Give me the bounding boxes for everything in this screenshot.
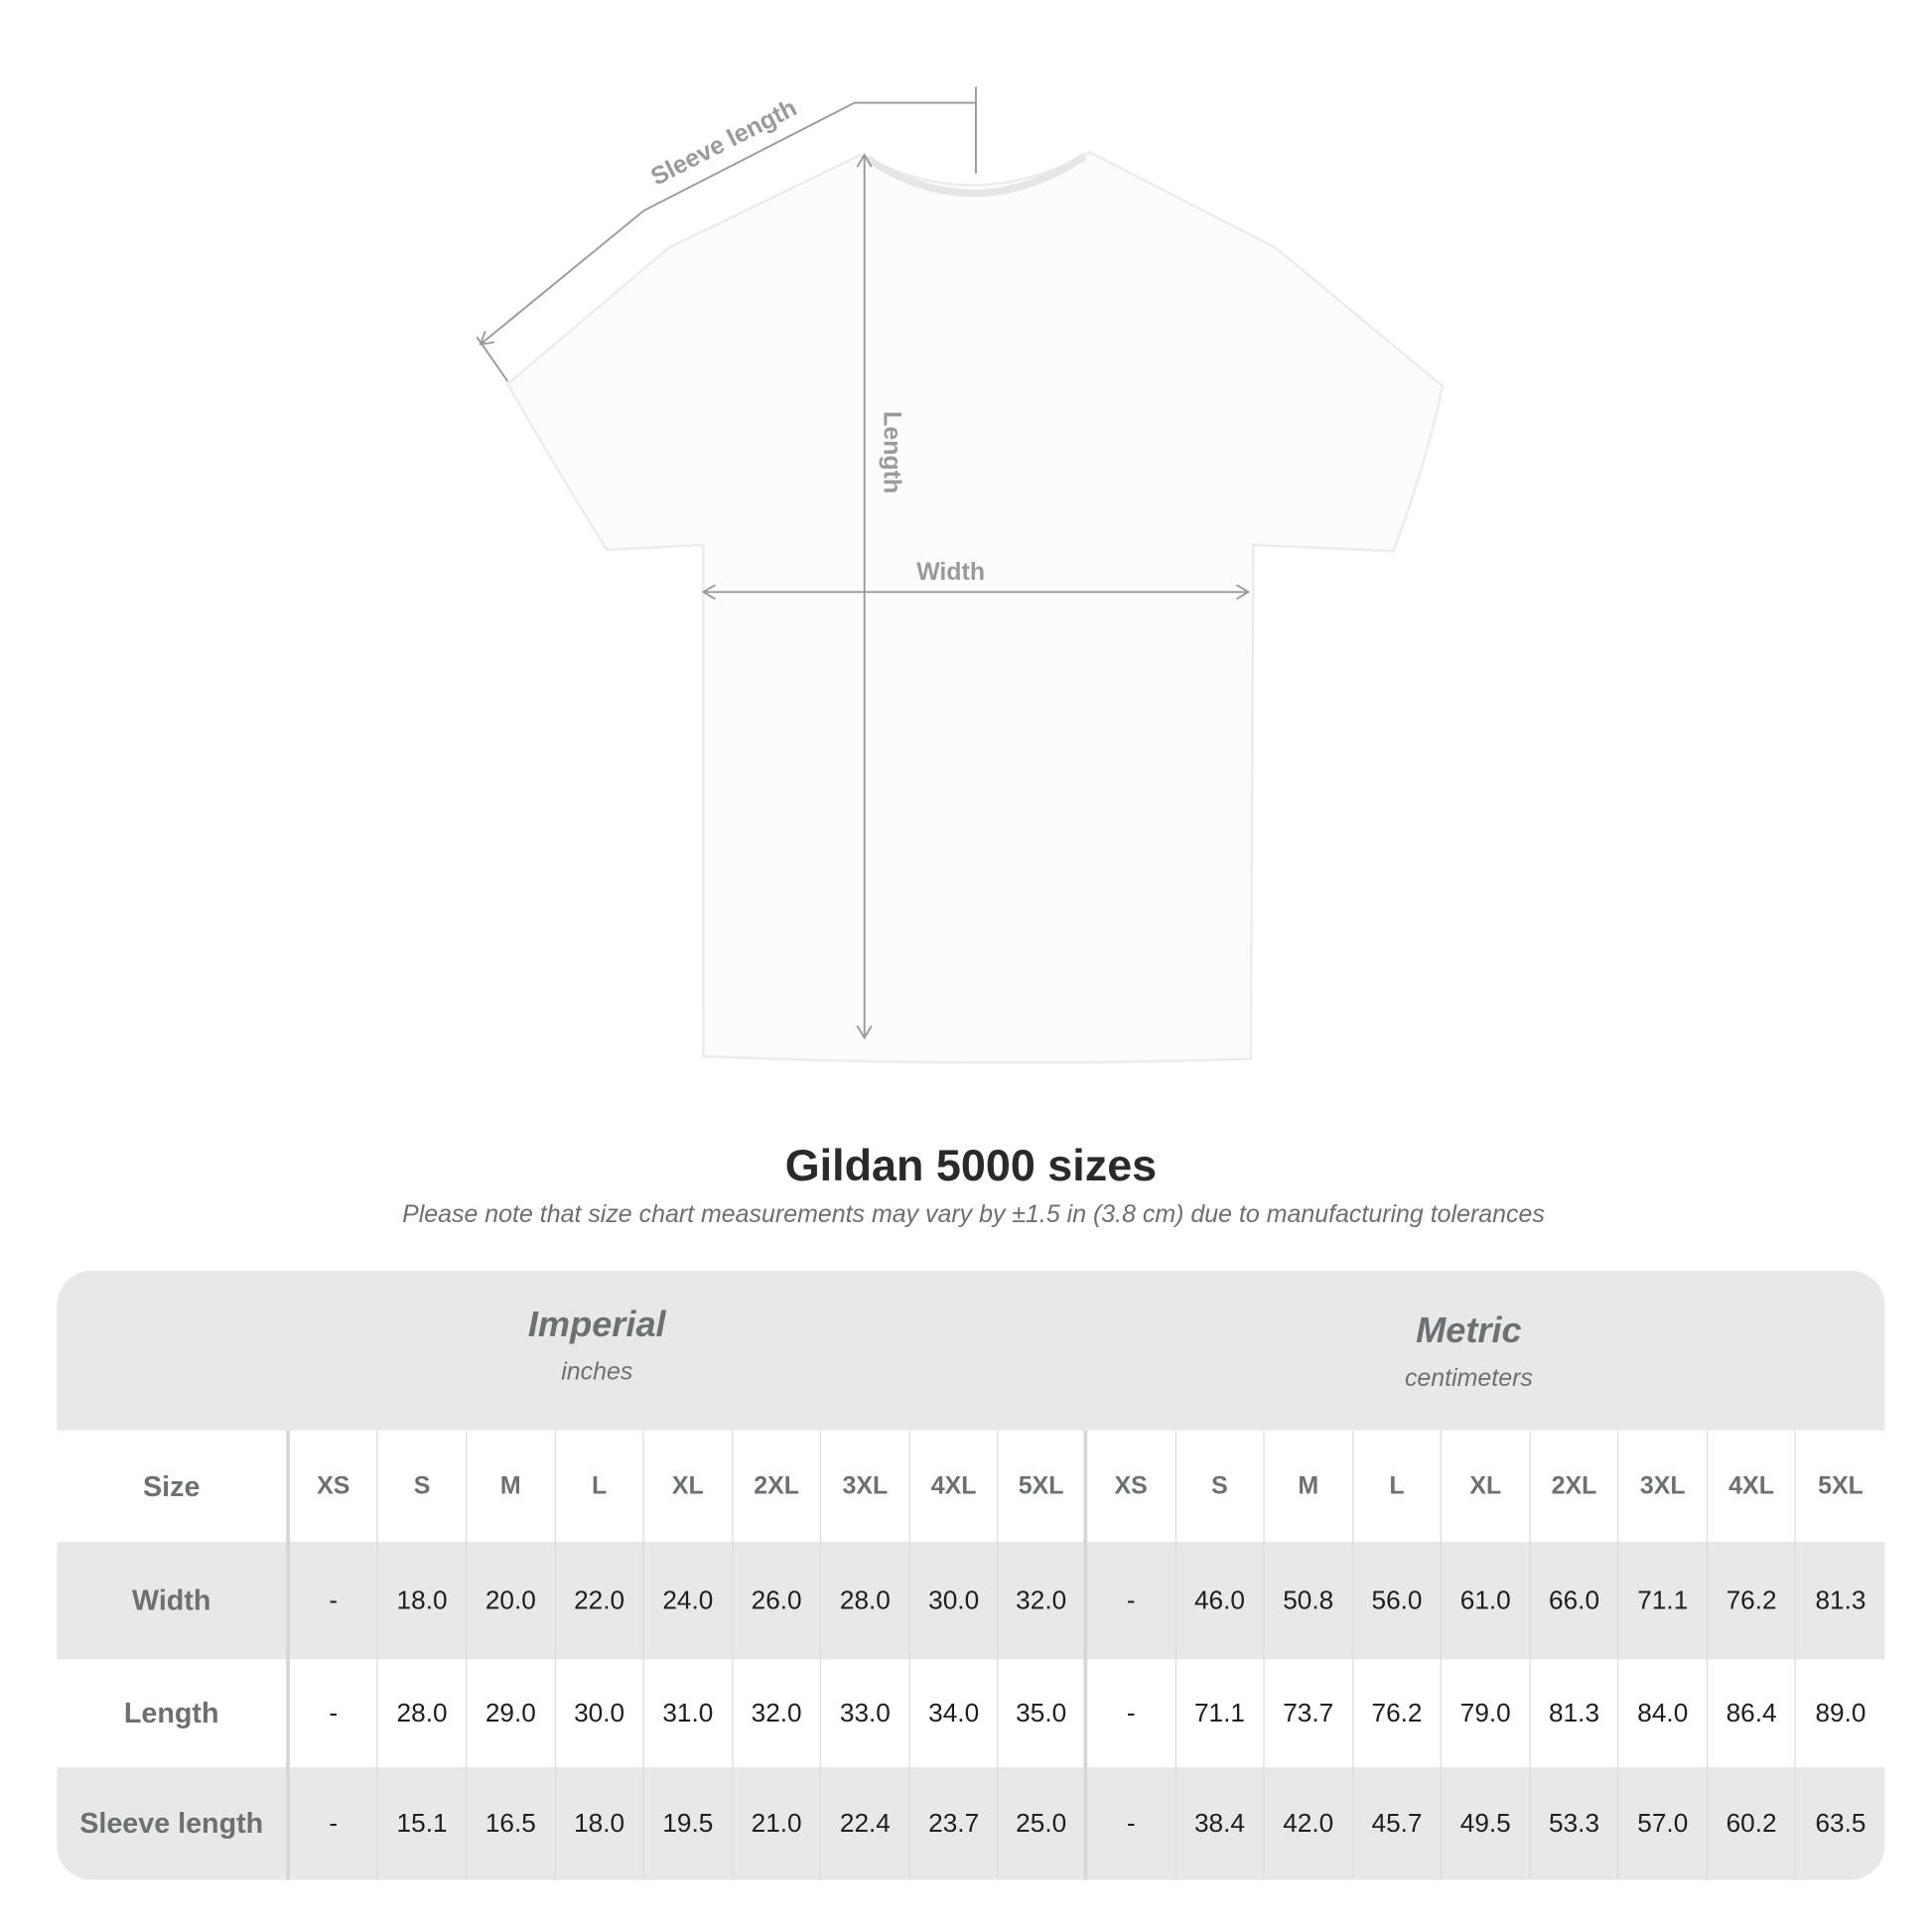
imperial-value: 30.0	[556, 1659, 644, 1768]
metric-value: 71.1	[1619, 1542, 1709, 1660]
metric-unit: centimeters	[1404, 1364, 1533, 1393]
metric-value: 49.5	[1442, 1767, 1531, 1880]
size-label: Size	[57, 1430, 290, 1543]
metric-value: 63.5	[1815, 1808, 1866, 1838]
imperial-value: 23.7	[910, 1767, 999, 1880]
metric-title: Metric	[1416, 1311, 1522, 1351]
size-header-metric: L	[1353, 1430, 1443, 1543]
imperial-value: 35.0	[999, 1659, 1088, 1768]
table-row: Length -28.0 29.0 30.0 31.0 32.0 33.0 34.0 35.0-…	[57, 1659, 1884, 1768]
imperial-value: -	[290, 1767, 379, 1880]
imperial-value: 31.0	[644, 1659, 734, 1768]
imperial-value: 28.0	[378, 1659, 468, 1768]
sleeve-guide-line	[643, 101, 976, 211]
metric-value: 57.0	[1619, 1767, 1709, 1880]
metric-value: 76.2	[1353, 1659, 1443, 1768]
size-header-metric: XL	[1442, 1430, 1531, 1543]
metric-header: Metric centimeters	[1221, 1311, 1717, 1393]
row-label: Width	[57, 1542, 290, 1660]
size-header-metric: S	[1175, 1430, 1265, 1543]
imperial-value: 22.4	[821, 1767, 910, 1880]
metric-value: 79.0	[1442, 1659, 1531, 1768]
metric-value: 45.7	[1353, 1767, 1443, 1880]
imperial-value: 19.5	[644, 1767, 734, 1880]
metric-value: 81.3	[1815, 1586, 1866, 1614]
metric-value: 42.0	[1265, 1767, 1353, 1880]
size-header-metric: M	[1265, 1430, 1353, 1543]
imperial-value: 16.5	[467, 1767, 556, 1880]
tshirt-diagram: Sleeve length Length Width	[476, 86, 1445, 1064]
metric-value: 86.4	[1708, 1659, 1797, 1768]
metric-value: 46.0	[1175, 1542, 1265, 1660]
length-label: Length	[879, 411, 906, 493]
imperial-value: 32.0	[999, 1542, 1088, 1660]
metric-value: -	[1087, 1542, 1176, 1660]
row-label: Sleeve length	[57, 1767, 290, 1880]
metric-value: 60.2	[1708, 1767, 1797, 1880]
size-header-imperial: 5XL	[999, 1430, 1088, 1543]
imperial-unit: inches	[561, 1358, 633, 1386]
size-header-imperial: XL	[644, 1430, 734, 1543]
size-header-imperial: 4XL	[910, 1430, 999, 1543]
metric-value: 56.0	[1353, 1542, 1443, 1660]
table-group-header: Imperial inches Metric centimeters	[57, 1270, 1885, 1431]
metric-value: 66.0	[1531, 1542, 1619, 1660]
imperial-value: 33.0	[821, 1659, 910, 1768]
tolerance-note: Please note that size chart measurements…	[402, 1200, 1545, 1229]
tshirt-shape	[505, 151, 1445, 1064]
row-label: Length	[57, 1659, 290, 1768]
size-header-imperial: S	[378, 1430, 468, 1543]
metric-value: 71.1	[1175, 1659, 1265, 1768]
metric-value: 76.2	[1708, 1542, 1797, 1660]
metric-value: 81.3	[1531, 1659, 1619, 1768]
imperial-value: 21.0	[733, 1767, 822, 1880]
metric-value: 73.7	[1265, 1659, 1353, 1768]
metric-value: -	[1087, 1659, 1176, 1768]
size-header-metric: XS	[1087, 1430, 1176, 1543]
size-header-imperial: L	[556, 1430, 644, 1543]
width-label: Width	[916, 558, 985, 586]
imperial-value: 29.0	[467, 1659, 556, 1768]
size-header-metric: 2XL	[1531, 1430, 1619, 1543]
imperial-header: Imperial inches	[349, 1306, 845, 1387]
imperial-value: 26.0	[733, 1542, 822, 1660]
metric-value: 89.0	[1815, 1698, 1866, 1727]
size-header-metric: 4XL	[1708, 1430, 1797, 1543]
size-header-imperial: 2XL	[733, 1430, 822, 1543]
imperial-value: 30.0	[910, 1542, 999, 1660]
imperial-value: 28.0	[821, 1542, 910, 1660]
chart-title: Gildan 5000 sizes	[784, 1139, 1158, 1190]
imperial-value: 15.1	[378, 1767, 468, 1880]
table-row: Sleeve length -15.1 16.5 18.0 19.5 21.0 22.4 23…	[57, 1767, 1885, 1880]
imperial-value: -	[290, 1659, 379, 1768]
imperial-value: 20.0	[467, 1542, 556, 1660]
metric-value: -	[1087, 1767, 1176, 1880]
metric-value: 84.0	[1619, 1659, 1709, 1768]
imperial-value: 24.0	[644, 1542, 734, 1660]
sleeve-arrow	[481, 209, 645, 345]
metric-value: 53.3	[1531, 1767, 1619, 1880]
metric-value: 61.0	[1442, 1542, 1531, 1660]
imperial-value: 18.0	[556, 1767, 644, 1880]
size-table: Imperial inches Metric centimeters Size X…	[57, 1270, 1885, 1880]
imperial-value: -	[290, 1542, 379, 1660]
metric-value: 38.4	[1175, 1767, 1265, 1880]
size-header-imperial: 3XL	[821, 1430, 910, 1543]
imperial-value: 32.0	[733, 1659, 822, 1768]
size-header-imperial: M	[467, 1430, 556, 1543]
table-row: Width -18.0 20.0 22.0 24.0 26.0 28.0 30.0 32.0-4…	[57, 1542, 1885, 1660]
imperial-title: Imperial	[527, 1305, 666, 1345]
imperial-value: 34.0	[910, 1659, 999, 1768]
imperial-value: 25.0	[999, 1767, 1088, 1880]
imperial-value: 22.0	[556, 1542, 644, 1660]
size-header-row: Size XS S M L XL 2XL 3XL 4XL 5XL XS S M L XL 2XL 3XL 4XL 5…	[57, 1430, 1884, 1543]
size-header-metric: 5XL	[1818, 1471, 1863, 1499]
imperial-value: 18.0	[378, 1542, 468, 1660]
size-header-metric: 3XL	[1619, 1430, 1709, 1543]
metric-value: 50.8	[1265, 1542, 1353, 1660]
size-header-imperial: XS	[290, 1430, 379, 1543]
